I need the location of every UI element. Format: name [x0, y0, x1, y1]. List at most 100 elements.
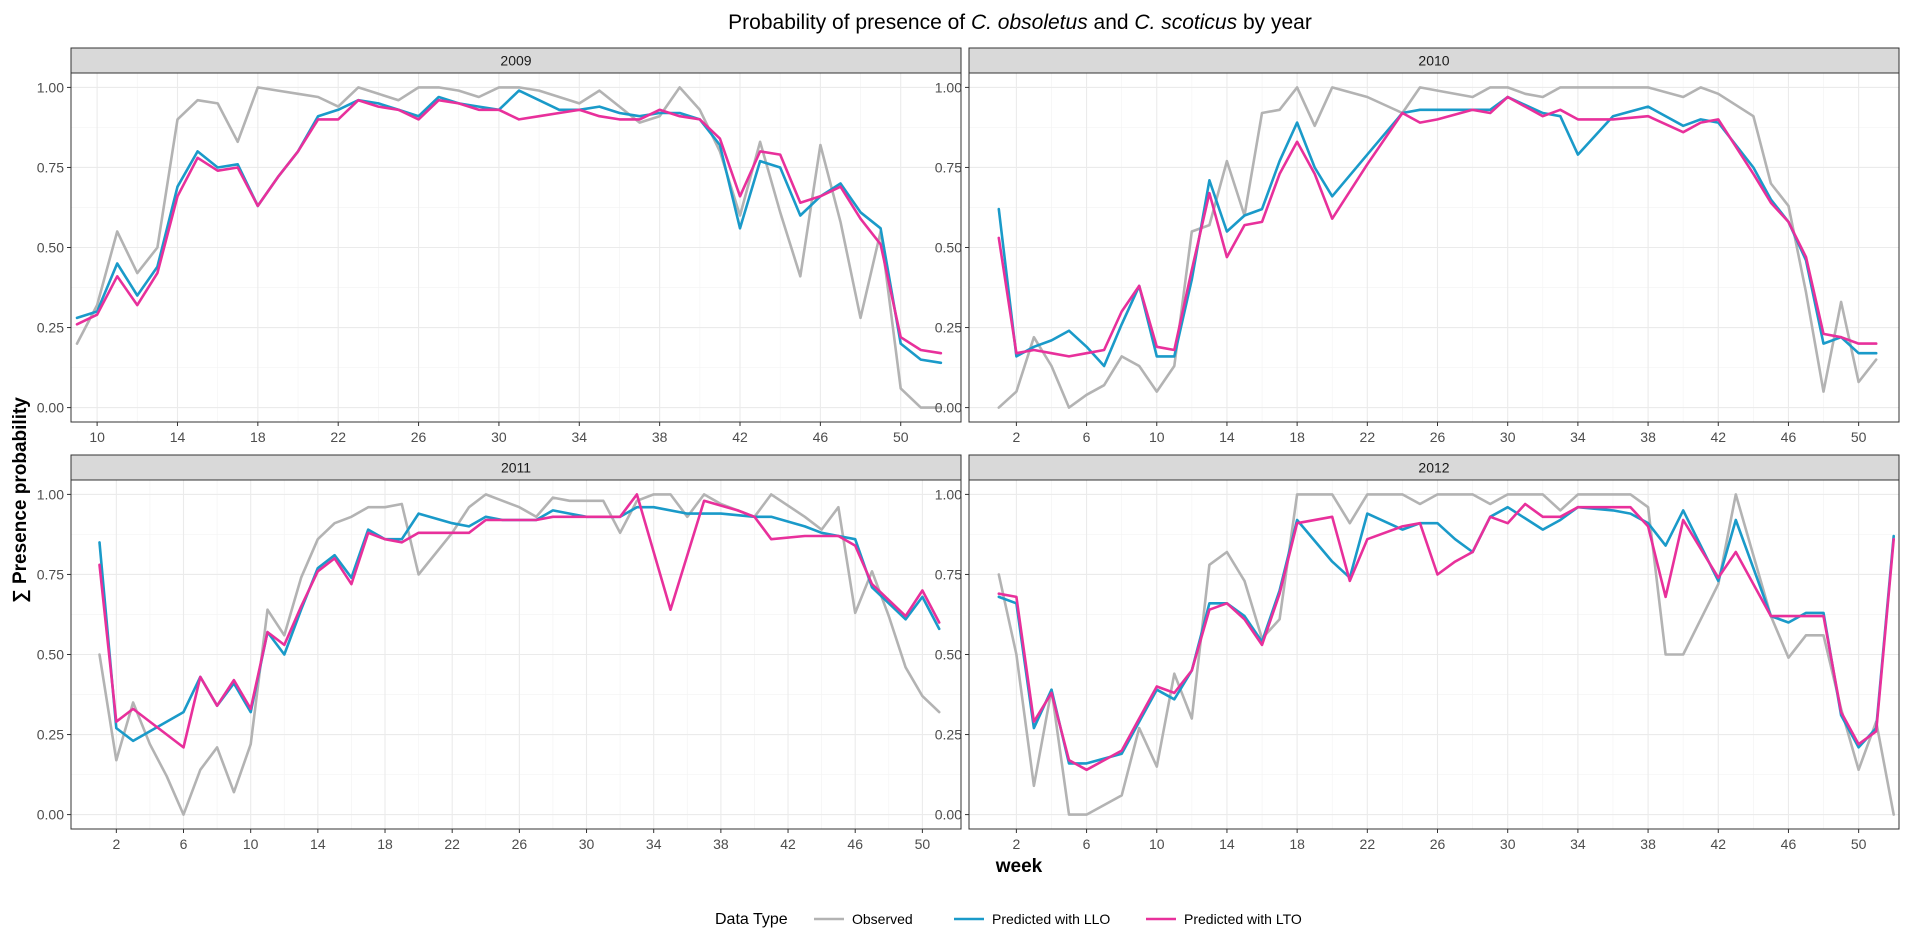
x-tick-label: 18: [1289, 429, 1305, 445]
x-tick-label: 46: [1781, 836, 1797, 852]
title-prefix: Probability of presence of: [728, 11, 971, 34]
y-tick-label: 0.75: [935, 566, 962, 582]
x-tick-label: 26: [512, 836, 528, 852]
legend-label: Predicted with LLO: [992, 911, 1110, 927]
series-line-predicted-with-lto: [997, 95, 1878, 358]
x-tick-label: 34: [646, 836, 662, 852]
panel-border: [70, 72, 962, 423]
x-tick-label: 26: [1430, 429, 1446, 445]
x-tick-label: 18: [250, 429, 266, 445]
x-tick-label: 26: [411, 429, 427, 445]
legend-label: Predicted with LTO: [1184, 911, 1302, 927]
x-tick-label: 30: [491, 429, 507, 445]
gridlines: [71, 480, 961, 829]
y-tick-label: 0.00: [37, 400, 64, 416]
y-tick-label: 0.00: [935, 807, 962, 823]
y-tick-label: 1.00: [37, 486, 64, 502]
x-tick-label: 18: [377, 836, 393, 852]
y-tick-label: 0.75: [37, 566, 64, 582]
x-axis-title: week: [995, 856, 1043, 877]
x-tick-label: 14: [1219, 429, 1235, 445]
y-tick-label: 0.50: [935, 240, 962, 256]
series-line-observed: [75, 86, 943, 409]
legend-entry: Predicted with LTO: [1146, 911, 1302, 927]
y-tick-label: 0.75: [935, 159, 962, 175]
facet-strip: [968, 454, 1900, 481]
x-tick-label: 50: [893, 429, 909, 445]
legend-entry: Observed: [814, 911, 913, 927]
x-tick-label: 14: [170, 429, 186, 445]
x-tick-label: 14: [310, 836, 326, 852]
facet-strip-label: 2009: [500, 53, 531, 69]
y-tick-label: 0.25: [935, 727, 962, 743]
y-tick-label: 0.00: [37, 807, 64, 823]
x-tick-label: 26: [1430, 836, 1446, 852]
x-tick-label: 42: [780, 836, 796, 852]
panel-border: [70, 479, 962, 830]
y-tick-label: 1.00: [37, 79, 64, 95]
title-species-1: C. obsoletus: [971, 11, 1088, 34]
x-tick-label: 46: [847, 836, 863, 852]
x-tick-label: 50: [915, 836, 931, 852]
facet-strip-label: 2011: [501, 460, 531, 476]
x-tick-label: 30: [1500, 836, 1516, 852]
x-tick-label: 6: [1083, 836, 1091, 852]
x-tick-label: 46: [1781, 429, 1797, 445]
series-line-observed: [997, 86, 1878, 409]
y-tick-label: 1.00: [935, 79, 962, 95]
x-tick-label: 22: [444, 836, 460, 852]
x-tick-label: 42: [1710, 429, 1726, 445]
x-tick-label: 14: [1219, 836, 1235, 852]
legend-title: Data Type: [715, 911, 788, 928]
facet-panel-2009: 2009 0.00 0.25 0.50 0.75 1.00 10 14 18 22 26 30 34 38…: [37, 47, 962, 445]
y-tick-label: 0.25: [37, 727, 64, 743]
x-tick-label: 22: [1360, 429, 1376, 445]
facet-strip-label: 2012: [1418, 460, 1449, 476]
x-tick-label: 38: [1640, 836, 1656, 852]
y-tick-label: 0.25: [37, 320, 64, 336]
x-tick-label: 30: [1500, 429, 1516, 445]
series-line-predicted-with-lto: [997, 502, 1895, 772]
x-tick-label: 50: [1851, 836, 1867, 852]
x-tick-label: 6: [1083, 429, 1091, 445]
y-tick-label: 0.50: [37, 647, 64, 663]
x-tick-label: 38: [1640, 429, 1656, 445]
legend: Data Type Observed Predicted with LLO Pred…: [715, 911, 1302, 928]
x-tick-label: 10: [1149, 429, 1165, 445]
panel-border: [968, 479, 1900, 830]
x-tick-label: 34: [1570, 836, 1586, 852]
x-tick-label: 34: [571, 429, 587, 445]
legend-label: Observed: [852, 911, 913, 927]
gridlines: [969, 480, 1899, 829]
x-tick-label: 10: [1149, 836, 1165, 852]
x-tick-label: 2: [1012, 429, 1020, 445]
series-line-predicted-with-lto: [98, 493, 941, 749]
x-tick-label: 22: [1360, 836, 1376, 852]
title-species-2: C. scoticus: [1134, 11, 1237, 34]
chart-title: Probability of presence of C. obsoletus …: [728, 11, 1312, 34]
y-tick-label: 0.00: [935, 400, 962, 416]
facet-strip: [70, 454, 962, 481]
y-axis-title: ∑ Presence probability: [10, 397, 31, 603]
x-tick-label: 50: [1851, 429, 1867, 445]
series-line-observed: [997, 493, 1895, 816]
legend-entry: Predicted with LLO: [954, 911, 1110, 927]
y-tick-label: 0.50: [935, 647, 962, 663]
facet-strip-label: 2010: [1418, 53, 1449, 69]
x-tick-label: 2: [1012, 836, 1020, 852]
title-and: and: [1088, 11, 1135, 34]
x-tick-label: 42: [1710, 836, 1726, 852]
gridlines: [969, 73, 1899, 422]
series-line-predicted-with-lto: [75, 98, 943, 355]
x-tick-label: 38: [713, 836, 729, 852]
y-tick-label: 0.25: [935, 320, 962, 336]
series-line-predicted-with-llo: [997, 505, 1895, 765]
x-tick-label: 42: [732, 429, 748, 445]
series-line-observed: [98, 493, 941, 816]
x-tick-label: 6: [180, 836, 188, 852]
